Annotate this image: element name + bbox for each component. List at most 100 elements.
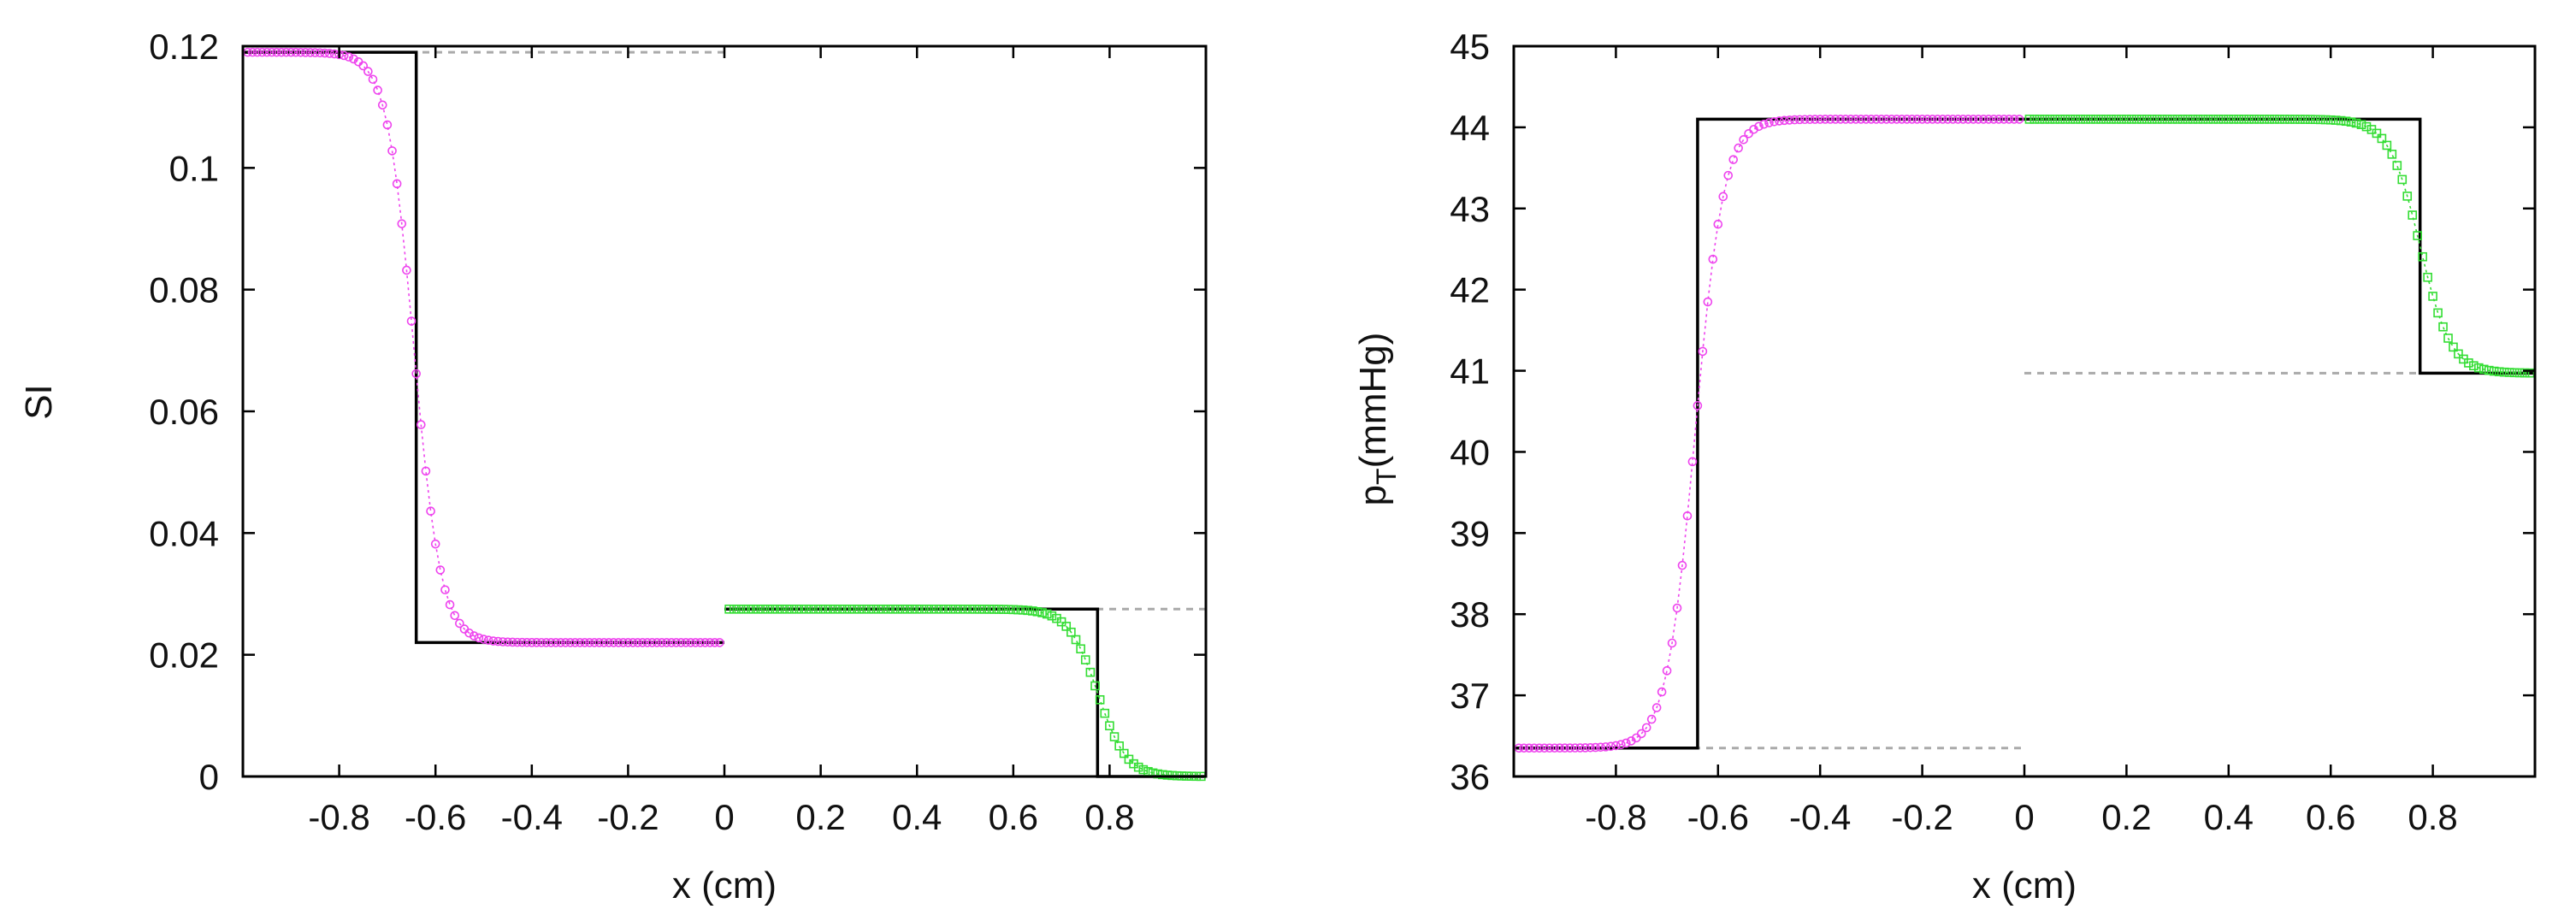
data-point	[2275, 115, 2284, 124]
data-point	[724, 604, 734, 614]
y-tick-label: 42	[1450, 270, 1490, 310]
data-point	[633, 638, 642, 647]
data-point	[2280, 115, 2289, 124]
data-point	[551, 638, 561, 647]
data-point	[426, 506, 435, 516]
data-point	[267, 47, 277, 57]
data-point	[2418, 251, 2427, 262]
data-point	[1672, 603, 1682, 613]
data-point	[2137, 115, 2147, 124]
data-point	[358, 61, 369, 71]
data-point	[575, 638, 585, 647]
data-point	[2382, 140, 2392, 151]
x-tick-label: -0.8	[308, 797, 369, 837]
data-point	[1840, 115, 1851, 124]
data-point	[2234, 115, 2244, 124]
data-point	[873, 604, 883, 614]
data-point	[1580, 743, 1590, 753]
data-point	[792, 604, 801, 614]
data-point	[623, 638, 633, 647]
data-point	[1545, 743, 1555, 753]
data-point	[2162, 115, 2172, 124]
x-tick-label: 0.4	[2204, 797, 2254, 837]
data-point	[2060, 115, 2071, 124]
data-point	[1785, 115, 1794, 125]
y-tick-label: 37	[1450, 676, 1490, 716]
data-point	[1902, 115, 1911, 124]
data-point	[2270, 115, 2279, 124]
y-tick-label: 36	[1450, 757, 1490, 797]
data-point	[1066, 627, 1076, 637]
data-point	[445, 599, 455, 610]
data-point	[382, 120, 393, 130]
data-point	[1090, 681, 1100, 691]
data-point	[1739, 135, 1748, 145]
data-point	[2346, 117, 2356, 127]
data-point	[1606, 741, 1616, 752]
data-point	[2198, 115, 2208, 124]
x-tick-label: -0.2	[597, 797, 659, 837]
data-point	[1570, 743, 1580, 753]
data-point	[970, 605, 980, 614]
data-point	[840, 604, 850, 614]
data-point	[2320, 115, 2331, 125]
data-point	[1641, 723, 1651, 733]
data-point	[1835, 115, 1846, 124]
data-point	[926, 604, 936, 614]
data-point	[315, 48, 325, 58]
data-point	[1119, 748, 1129, 759]
y-tick-label: 0.08	[149, 270, 219, 310]
data-point	[421, 466, 431, 476]
data-point	[1968, 115, 1978, 124]
data-point	[363, 67, 373, 76]
data-point	[777, 604, 787, 614]
data-point	[570, 638, 580, 647]
data-point	[1994, 115, 2004, 124]
data-point	[1703, 297, 1713, 307]
data-point	[2045, 115, 2055, 124]
data-point	[1713, 219, 1723, 229]
data-point	[2050, 115, 2060, 124]
data-point	[2127, 115, 2136, 124]
data-point	[917, 604, 927, 614]
data-point	[541, 638, 551, 647]
data-point	[994, 605, 1004, 614]
data-point	[464, 628, 474, 638]
data-point	[999, 605, 1008, 614]
data-point	[893, 604, 902, 614]
data-point	[536, 638, 547, 647]
data-point	[734, 604, 744, 614]
data-point	[907, 604, 917, 614]
data-point	[479, 635, 488, 644]
data-point	[2024, 115, 2035, 124]
y-axis-label: SI	[18, 384, 60, 420]
data-point	[2433, 308, 2443, 318]
data-point	[1555, 743, 1565, 753]
data-point	[589, 638, 600, 647]
data-point	[1999, 115, 2009, 124]
data-point	[1013, 605, 1023, 615]
data-point	[1861, 115, 1871, 124]
data-point	[1948, 115, 1958, 124]
data-point	[1973, 115, 1983, 124]
data-point	[666, 638, 676, 647]
data-point	[2336, 115, 2346, 126]
data-point	[1550, 743, 1560, 753]
data-point	[2029, 115, 2040, 124]
data-point	[801, 604, 812, 614]
data-point	[1061, 622, 1072, 631]
data-point	[247, 47, 257, 57]
data-point	[2423, 272, 2432, 282]
data-point	[2004, 115, 2014, 124]
data-point	[1575, 743, 1585, 753]
pressure-chart-panel: -0.8 -0.6 -0.4 -0.2 0 0.2 0.4 0.6 0.8 36 37 38 39 40 4…	[1288, 0, 2576, 921]
data-point	[2203, 115, 2213, 124]
numerical-series-line	[247, 51, 720, 644]
data-point	[729, 604, 739, 614]
x-tick-label: 0	[2014, 797, 2034, 837]
data-point	[2387, 150, 2397, 159]
data-point	[1933, 115, 1942, 124]
data-point	[700, 638, 710, 647]
y-tick-label: 39	[1450, 513, 1490, 553]
numerical-series-0	[1514, 115, 2024, 753]
